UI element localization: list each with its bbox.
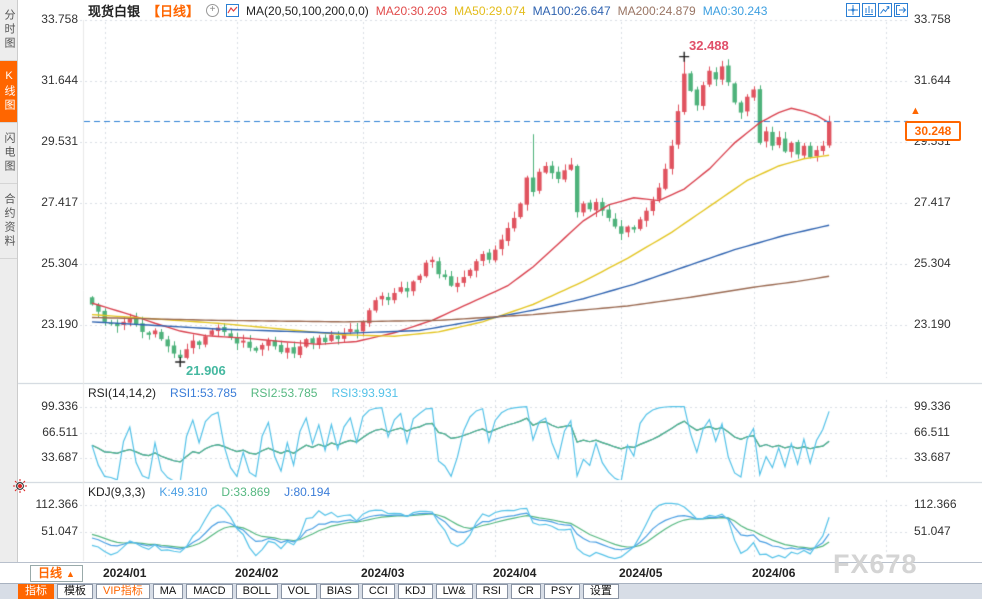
- chart-toolbar: [846, 3, 908, 17]
- brand-watermark: FX678: [833, 549, 918, 579]
- y-axis-label: 23.190: [914, 317, 951, 331]
- price-up-arrow-icon: ▲: [910, 105, 921, 117]
- rsi-axis-label: 33.687: [41, 450, 78, 464]
- month-label: 2024/01: [103, 566, 147, 580]
- line-chart-icon[interactable]: [226, 4, 240, 17]
- current-price-tag: 30.248: [905, 121, 961, 141]
- crosshair-icon[interactable]: [846, 3, 860, 17]
- period-button[interactable]: 日线 ▲: [30, 565, 83, 582]
- month-label: 2024/05: [619, 566, 663, 580]
- y-axis-label: 27.417: [914, 195, 951, 209]
- exit-icon[interactable]: [894, 3, 908, 17]
- chart-header: 现货白银 【日线】 + MA(20,50,100,200,0,0) MA20:3…: [88, 2, 768, 20]
- menu-item-psy[interactable]: PSY: [543, 584, 580, 599]
- kdj-title: KDJ(9,3,3): [88, 485, 146, 499]
- kdj-j-value: J:80.194: [284, 485, 331, 499]
- menu-item-bias[interactable]: BIAS: [319, 584, 359, 599]
- sidebar-tab-contract-info[interactable]: 合约资料: [0, 184, 17, 259]
- caret-up-icon: ▲: [66, 569, 75, 579]
- menu-item-boll[interactable]: BOLL: [235, 584, 278, 599]
- sidebar-tab-lightning[interactable]: 闪电图: [0, 123, 17, 184]
- menu-item-kdj[interactable]: KDJ: [397, 584, 433, 599]
- sidebar: 分时图 K线图 闪电图 合约资料: [0, 0, 18, 562]
- kdj-k-value: K:49.310: [159, 485, 208, 499]
- menu-item-template[interactable]: 模板: [57, 584, 93, 599]
- y-axis-label: 33.758: [914, 12, 951, 26]
- y-axis-label: 27.417: [41, 195, 78, 209]
- kdj-axis-label: 51.047: [41, 524, 78, 538]
- menu-item-macd[interactable]: MACD: [186, 584, 233, 599]
- kdj-d-value: D:33.869: [221, 485, 271, 499]
- month-label: 2024/04: [493, 566, 537, 580]
- rsi1-value: RSI1:53.785: [170, 386, 237, 400]
- time-axis: 日线 ▲ 2024/01 2024/02 2024/03 2024/04 2024…: [0, 562, 982, 583]
- ma200-value: MA200:24.879: [617, 3, 696, 18]
- y-axis-label: 31.644: [41, 73, 78, 87]
- ma50-value: MA50:29.074: [454, 3, 526, 18]
- y-axis-label: 25.304: [41, 256, 78, 270]
- rsi3-value: RSI3:93.931: [331, 386, 399, 400]
- month-label: 2024/03: [361, 566, 405, 580]
- rsi-header: RSI(14,14,2) RSI1:53.785 RSI2:53.785 RSI…: [88, 386, 398, 400]
- kdj-axis-label: 112.366: [35, 497, 79, 511]
- rsi-title: RSI(14,14,2): [88, 386, 157, 400]
- rsi2-value: RSI2:53.785: [250, 386, 318, 400]
- y-axis-label: 33.758: [41, 12, 78, 26]
- menu-item-vip-indicator[interactable]: VIP指标: [96, 584, 150, 599]
- menu-item-vol[interactable]: VOL: [280, 584, 317, 599]
- kdj-header: KDJ(9,3,3) K:49.310 D:33.869 J:80.194: [88, 485, 330, 499]
- menu-item-indicator[interactable]: 指标: [18, 584, 54, 599]
- low-price-annotation: 21.906: [186, 363, 226, 378]
- menu-item-cci[interactable]: CCI: [361, 584, 395, 599]
- ma-settings-label: MA(20,50,100,200,0,0): [246, 3, 369, 18]
- rsi-axis-label: 33.687: [914, 450, 951, 464]
- y-axis-label: 25.304: [914, 256, 951, 270]
- y-axis-label: 23.190: [41, 317, 78, 331]
- y-axis-label: 31.644: [914, 73, 951, 87]
- menu-item-settings[interactable]: 设置: [582, 584, 619, 599]
- plus-circle-icon[interactable]: +: [206, 4, 220, 17]
- rsi-axis-label: 66.511: [42, 425, 78, 439]
- symbol-name: 现货白银: [88, 4, 141, 19]
- y-axis-label: 29.531: [41, 134, 78, 148]
- sidebar-tab-kline[interactable]: K线图: [0, 61, 17, 123]
- menu-item-rsi[interactable]: RSI: [475, 584, 508, 599]
- alarm-icon[interactable]: [12, 478, 28, 499]
- menu-item-cr[interactable]: CR: [510, 584, 541, 599]
- menu-item-lwr[interactable]: LW&: [435, 584, 473, 599]
- ma20-value: MA20:30.203: [375, 3, 448, 18]
- bar-scale-icon[interactable]: [862, 3, 876, 17]
- period-label: 【日线】: [147, 4, 200, 19]
- high-price-annotation: 32.488: [689, 38, 729, 53]
- menu-item-ma[interactable]: MA: [152, 584, 184, 599]
- line-scale-icon[interactable]: [878, 3, 892, 17]
- indicator-menu: 指标 模板 VIP指标 MA MACD BOLL VOL BIAS CCI KD…: [0, 583, 982, 599]
- ma100-value: MA100:26.647: [532, 3, 611, 18]
- rsi-axis-label: 66.511: [914, 425, 950, 439]
- ma0-value: MA0:30.243: [702, 3, 768, 18]
- rsi-axis-label: 99.336: [914, 399, 951, 413]
- kdj-axis-label: 112.366: [914, 497, 957, 511]
- period-button-label: 日线: [38, 566, 63, 580]
- rsi-axis-label: 99.336: [41, 399, 78, 413]
- sidebar-tab-time-share[interactable]: 分时图: [0, 0, 17, 61]
- month-label: 2024/06: [752, 566, 796, 580]
- month-label: 2024/02: [235, 566, 279, 580]
- kdj-axis-label: 51.047: [914, 524, 951, 538]
